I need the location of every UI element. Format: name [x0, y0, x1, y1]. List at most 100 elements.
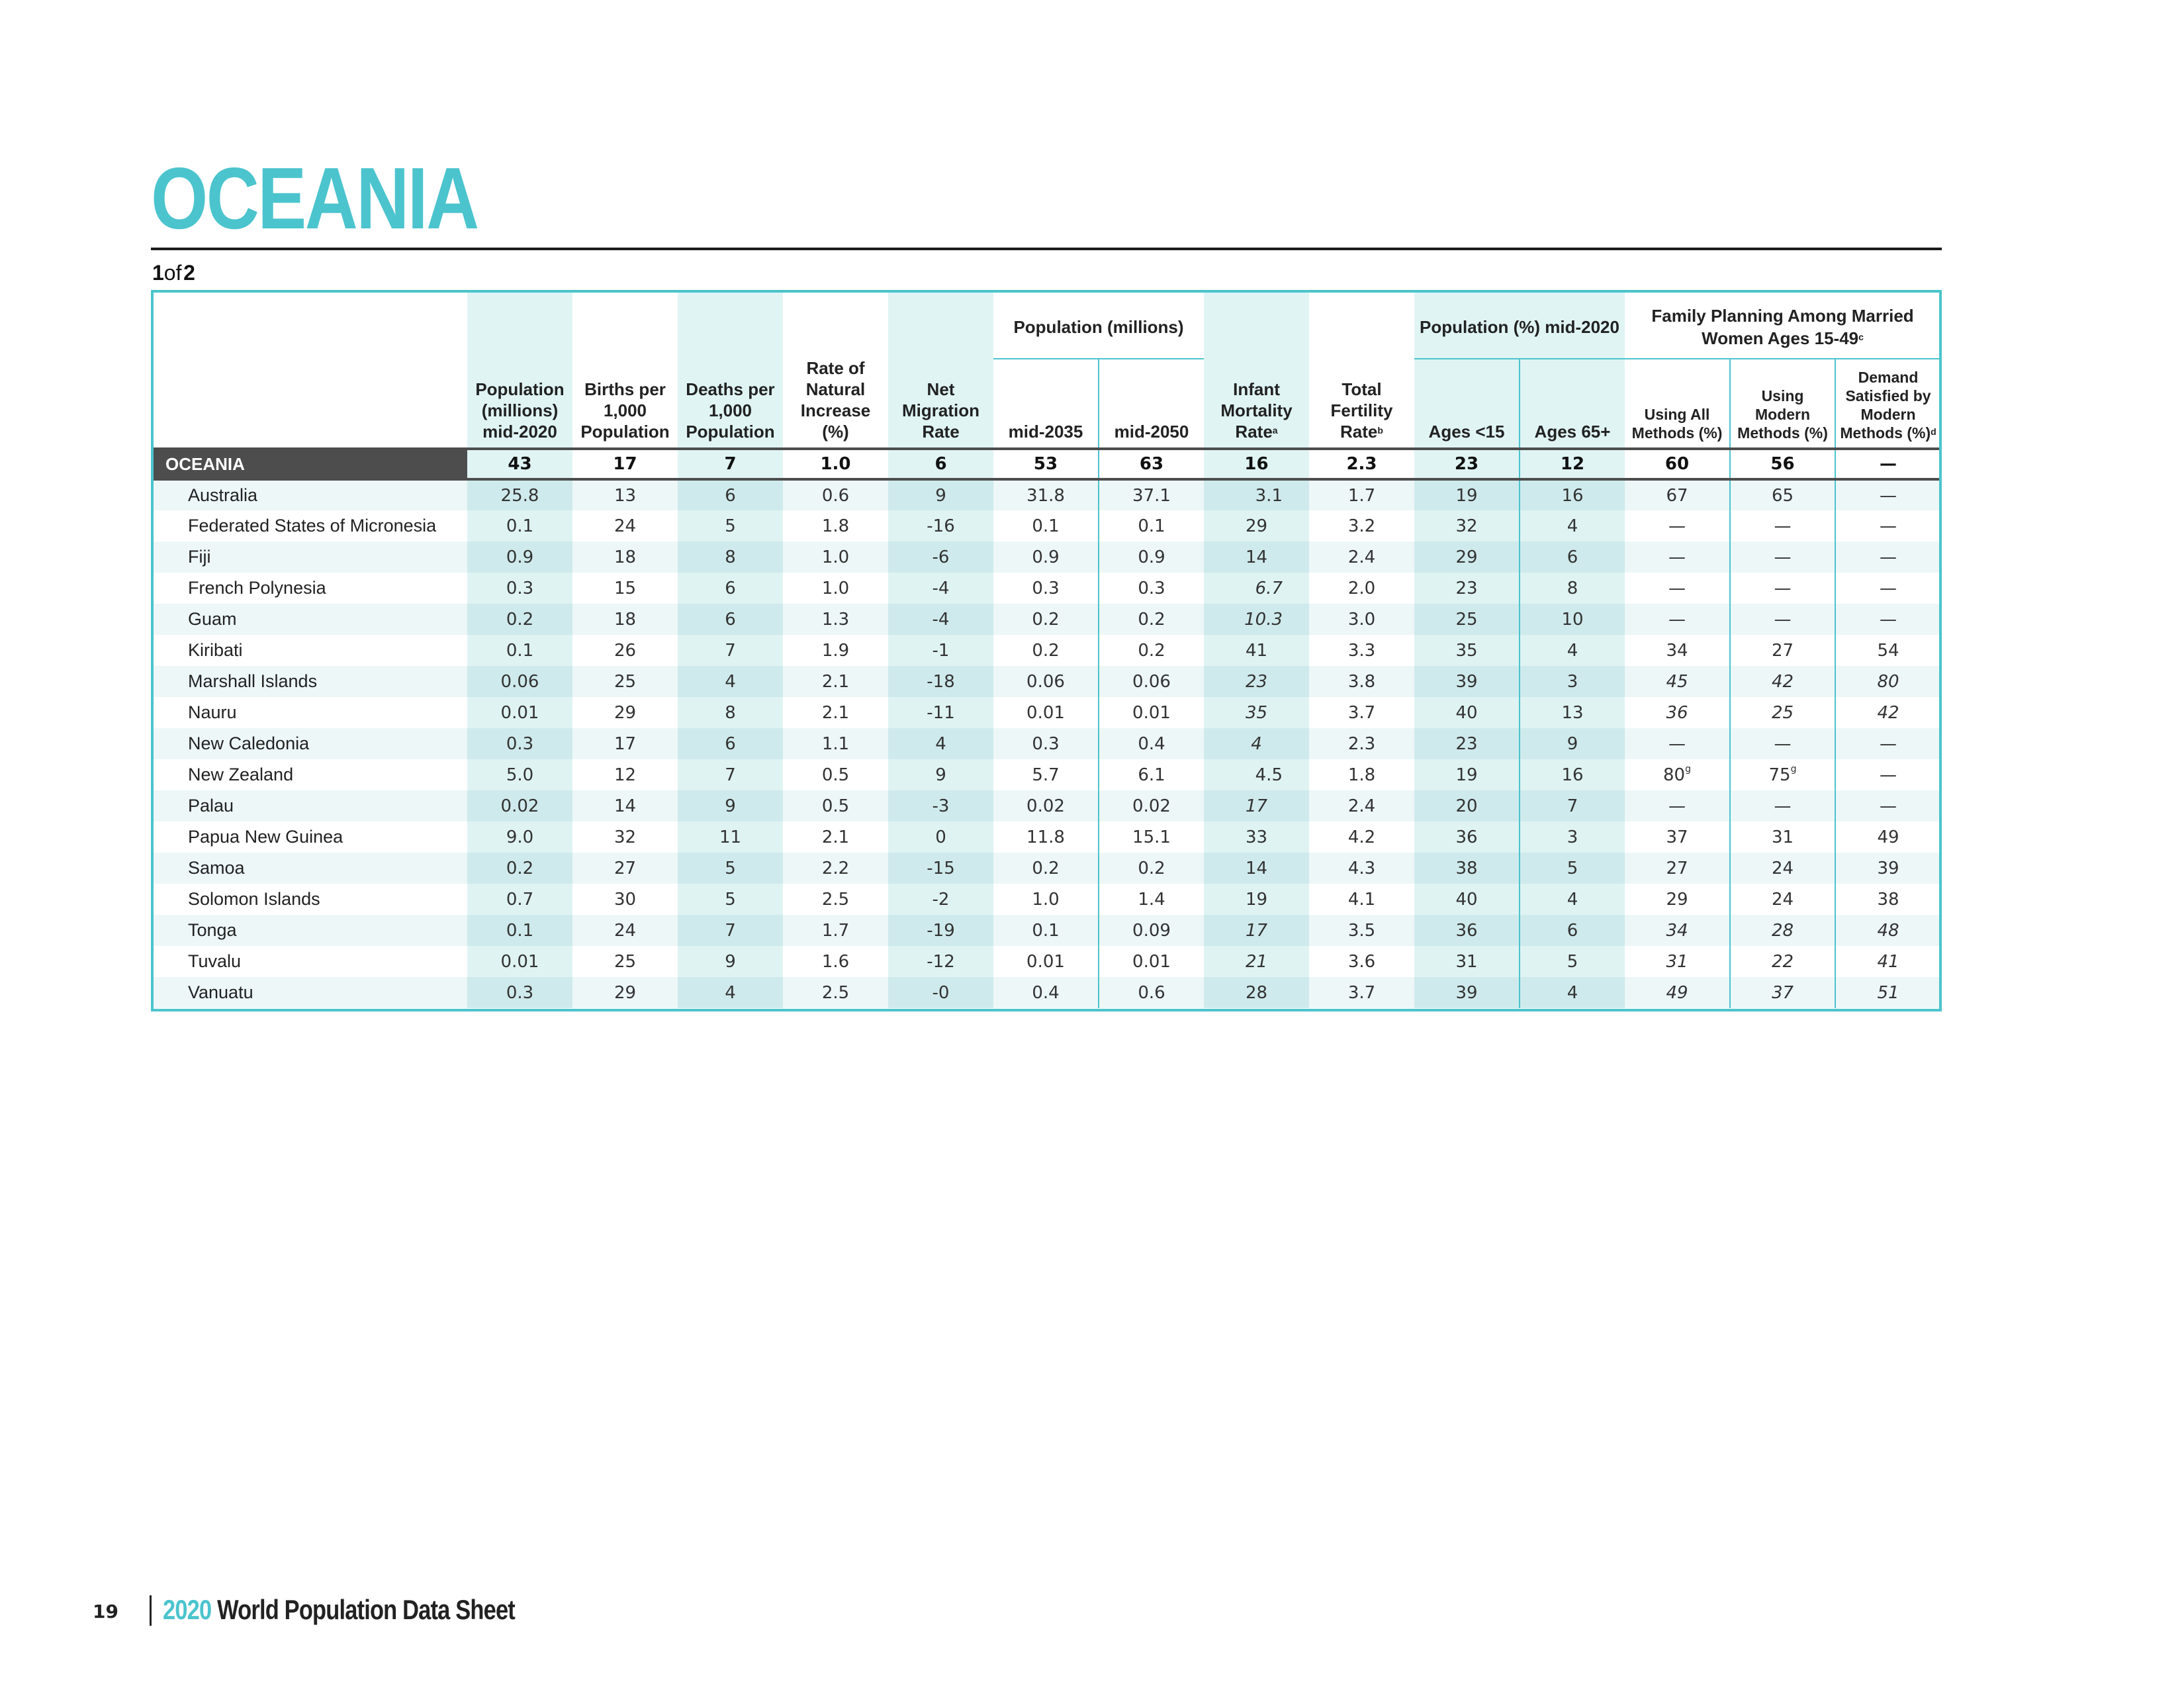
- table-cell: 0.5: [783, 759, 888, 790]
- table-cell: —: [1729, 541, 1836, 573]
- table-cell: 0.3: [467, 573, 572, 604]
- table-cell: 1.8: [783, 510, 888, 541]
- table-cell: 14: [1204, 853, 1309, 884]
- cell-value: 0.9: [506, 547, 534, 567]
- table-cell: 37: [1729, 977, 1836, 1008]
- cell-value: -16: [927, 516, 955, 536]
- cell-value: 31.8: [1026, 485, 1065, 506]
- table-cell: 0.6: [1098, 977, 1204, 1008]
- footer-divider: [150, 1595, 152, 1626]
- table-cell: 0.02: [1098, 790, 1204, 821]
- header-births: Births per 1,000 Population: [580, 379, 670, 442]
- cell-value: 0.1: [1032, 516, 1060, 536]
- header-family-note: c: [1858, 331, 1864, 342]
- table-cell: 6: [678, 479, 783, 510]
- table-cell: 0.3: [467, 728, 572, 759]
- country-name: Australia: [154, 479, 467, 510]
- table-cell: 2.1: [783, 666, 888, 697]
- cell-value: 65: [1771, 485, 1794, 506]
- page-title: OCEANIA: [151, 150, 479, 247]
- cell-value: 2.4: [1347, 796, 1376, 816]
- cell-value: 29: [1455, 547, 1478, 567]
- table-cell: 27: [1729, 635, 1836, 666]
- country-name: French Polynesia: [188, 578, 326, 598]
- cell-value: 9.0: [506, 827, 534, 847]
- cell-value: 39: [1877, 858, 1899, 878]
- cell-value: 1.3: [821, 609, 850, 630]
- table-cell: 34: [1625, 635, 1730, 666]
- table-cell: 65: [1729, 479, 1836, 510]
- cell-value: 1.8: [821, 516, 850, 536]
- table-cell: 40: [1414, 697, 1520, 728]
- cell-value: 4: [725, 671, 736, 692]
- cell-value: —: [1880, 796, 1897, 816]
- table-cell: 0.1: [467, 915, 572, 946]
- table-cell: 0.01: [993, 946, 1099, 977]
- table-cell: -6: [888, 541, 993, 573]
- header-tfr: Total Fertility Rateb: [1309, 293, 1414, 449]
- table-cell: 0.9: [1098, 541, 1204, 573]
- table-row: Nauru 0.01 29 8 2.1 -11 0.01 0.01 35 3.7 40 13 36 25 4…: [154, 697, 1939, 728]
- cell-value: 3.1: [1255, 485, 1283, 506]
- table-cell: -18: [888, 666, 993, 697]
- table-cell: 0.02: [993, 790, 1099, 821]
- cell-value: 19: [1455, 765, 1478, 785]
- table-cell: -4: [888, 604, 993, 635]
- cell-value: 7: [725, 920, 736, 941]
- table-cell: 17: [1204, 790, 1309, 821]
- cell-value: 0.3: [506, 733, 534, 754]
- table-cell: 4.3: [1309, 853, 1414, 884]
- cell-value: 2.5: [821, 889, 850, 910]
- table-cell: 1.1: [783, 728, 888, 759]
- cell-value: 80: [1877, 671, 1899, 692]
- region-cell: 1.0: [783, 447, 888, 481]
- table-cell: -0: [888, 977, 993, 1008]
- cell-value: 0.02: [1026, 796, 1065, 816]
- table-cell: 14: [1204, 541, 1309, 573]
- cell-value: 5.0: [506, 765, 534, 785]
- header-using-modern: Using Modern Methods (%): [1729, 359, 1836, 449]
- page-indicator: 1of 2: [152, 259, 195, 286]
- table-cell: 32: [572, 821, 678, 853]
- table-cell: 20: [1414, 790, 1520, 821]
- cell-value: 0.01: [500, 702, 539, 723]
- cell-value: 2.1: [821, 702, 850, 723]
- cell-value: 2.2: [821, 858, 850, 878]
- table-cell: 5.7: [993, 759, 1099, 790]
- table-cell: 1.4: [1098, 884, 1204, 915]
- cell-value: —: [1880, 765, 1897, 785]
- cell-value: 24: [614, 516, 637, 536]
- cell-value: 6: [725, 485, 736, 506]
- cell-value: 40: [1455, 702, 1478, 723]
- table-cell: 49: [1835, 821, 1939, 853]
- table-cell: 6.7: [1204, 573, 1309, 604]
- header-imr-label: Infant Mortality Rate: [1220, 379, 1293, 442]
- cell-value: -2: [932, 889, 950, 910]
- cell-value: 0.5: [821, 796, 850, 816]
- region-cell: 60: [1625, 447, 1731, 481]
- cell-value: 0.2: [506, 609, 534, 630]
- table-cell: 0.6: [783, 479, 888, 510]
- table-cell: 31: [1729, 821, 1836, 853]
- table-cell: 9: [888, 479, 993, 510]
- table-cell: 3.2: [1309, 510, 1414, 541]
- table-cell: —: [1625, 541, 1731, 573]
- header-group-pop-pct: Population (%) mid-2020: [1414, 293, 1625, 359]
- cell-value: 0.01: [1026, 951, 1065, 972]
- header-mid2035: mid-2035: [1008, 422, 1083, 442]
- cell-value: 29: [1245, 516, 1268, 536]
- table-cell: —: [1835, 759, 1939, 790]
- cell-value: 2.4: [1347, 547, 1376, 567]
- table-cell: 27: [572, 853, 678, 884]
- table-cell: 75g: [1729, 759, 1836, 790]
- cell-value: —: [1668, 609, 1686, 630]
- region-cell: 6: [888, 447, 993, 481]
- cell-value: 36: [1455, 827, 1478, 847]
- cell-value: 30: [614, 889, 637, 910]
- table-cell: 40: [1414, 884, 1520, 915]
- table-cell: 0.06: [1098, 666, 1204, 697]
- cell-value: -15: [927, 858, 955, 878]
- table-cell: —: [1835, 541, 1939, 573]
- cell-value: 17: [1245, 796, 1268, 816]
- table-cell: 0.7: [467, 884, 572, 915]
